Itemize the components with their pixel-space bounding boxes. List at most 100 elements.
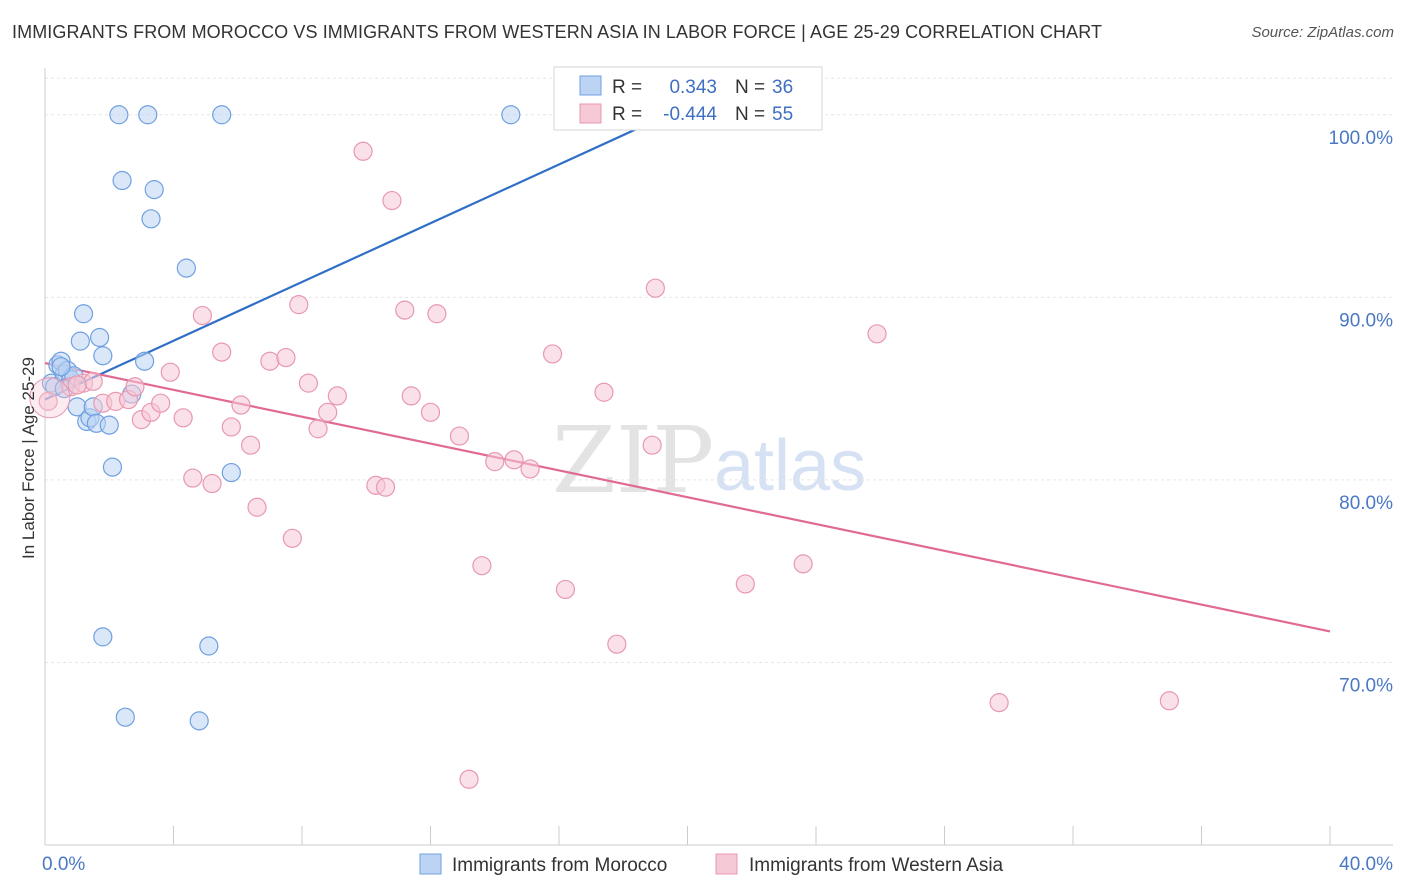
point-western-asia [1159,691,1179,711]
point-western-asia [459,769,479,789]
gridlines [45,77,1393,663]
point-western-asia [989,693,1009,713]
point-western-asia [867,324,887,344]
point-western-asia [125,377,145,397]
chart-source: Source: ZipAtlas.com [1251,24,1394,41]
point-morocco [189,711,209,731]
point-western-asia [420,402,441,422]
point-western-asia [151,393,171,413]
point-western-asia [401,386,421,406]
point-western-asia [241,435,261,455]
point-western-asia [192,305,213,326]
stats-n-value-western-asia: 55 [772,104,793,125]
point-western-asia [276,347,296,368]
point-western-asia [67,375,87,395]
point-western-asia [353,141,373,161]
x-tick-label-min: 0.0% [42,854,85,875]
point-western-asia [395,300,415,320]
point-western-asia [382,190,402,211]
point-morocco [93,346,113,366]
point-western-asia [645,278,665,298]
point-morocco [144,180,164,200]
point-morocco [70,331,90,351]
y-axis-title: In Labor Force | Age 25-29 [19,357,38,559]
series-legend: Immigrants from Morocco Immigrants from … [419,853,1004,876]
point-western-asia [202,473,222,494]
point-western-asia [38,391,58,411]
point-morocco [99,415,119,435]
point-western-asia [183,468,203,488]
point-western-asia [375,477,396,497]
point-western-asia [83,371,103,391]
point-western-asia [289,295,309,315]
stats-swatch-morocco [579,75,602,96]
point-morocco [90,327,110,348]
point-morocco [73,304,94,324]
point-western-asia [472,556,492,576]
point-western-asia [173,408,193,428]
legend-label-western-asia[interactable]: Immigrants from Western Asia [749,855,1004,876]
y-tick-label: 70.0% [1339,675,1393,696]
legend-swatch-western-asia[interactable] [715,853,738,875]
point-morocco [134,351,155,371]
point-western-asia [793,554,813,574]
point-morocco [199,636,219,656]
stats-r-value-morocco: 0.343 [669,77,717,98]
stats-r-value-western-asia: -0.444 [663,104,717,125]
point-morocco [138,105,158,125]
point-western-asia [504,450,524,470]
point-western-asia [642,435,662,455]
point-morocco [221,462,241,483]
point-western-asia [735,574,755,594]
stats-n-value-morocco: 36 [772,77,793,98]
point-morocco [109,105,129,125]
y-tick-label: 100.0% [1329,128,1394,149]
stats-n-label-western-asia: N = [735,104,765,125]
x-tick-label-max: 40.0% [1339,854,1393,875]
point-morocco [176,258,196,278]
trend-line-morocco [44,97,705,401]
point-western-asia [555,579,576,600]
point-morocco [115,707,135,727]
legend-swatch-morocco[interactable] [419,853,442,875]
point-western-asia [282,528,302,548]
y-tick-label: 90.0% [1339,310,1393,331]
point-western-asia [607,634,627,654]
point-western-asia [260,351,280,371]
point-morocco [51,357,71,377]
stats-r-label-morocco: R = [612,77,642,98]
point-western-asia [327,386,347,406]
point-cluster-western-asia [29,377,71,419]
point-morocco [501,105,521,125]
point-western-asia [221,417,241,437]
point-morocco [141,209,161,229]
point-western-asia [594,382,614,402]
point-western-asia [212,342,232,362]
legend-label-morocco[interactable]: Immigrants from Morocco [452,855,667,876]
watermark-atlas: atlas [714,426,866,506]
point-morocco [93,627,113,647]
point-western-asia [485,452,505,472]
point-western-asia [520,459,540,479]
y-tick-labels: 70.0% 80.0% 90.0% 100.0% [1329,128,1394,697]
point-western-asia [449,426,470,446]
point-western-asia [160,362,180,382]
data-points [29,105,1179,789]
point-western-asia [318,402,338,422]
point-morocco [212,105,232,125]
point-morocco [112,170,132,191]
trend-line-western-asia [44,361,1331,633]
point-morocco [102,457,123,477]
stats-swatch-western-asia [579,103,602,124]
point-western-asia [542,344,563,364]
point-western-asia [247,497,267,517]
point-western-asia [308,419,328,439]
point-western-asia [231,395,251,415]
point-western-asia [427,304,447,324]
point-western-asia [298,373,319,393]
stats-n-label-morocco: N = [735,77,765,98]
y-tick-label: 80.0% [1339,493,1393,514]
stats-r-label-western-asia: R = [612,104,642,125]
stats-legend: R = 0.343 N = 36 R = -0.444 N = 55 [553,66,823,131]
